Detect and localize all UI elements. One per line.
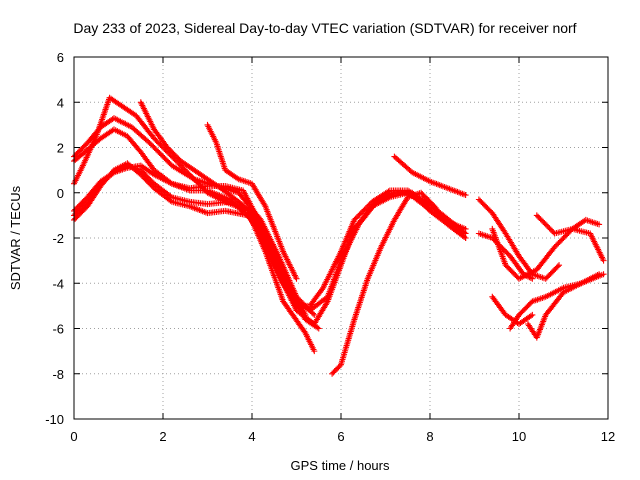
y-tick-label: -10 bbox=[45, 412, 64, 427]
y-tick-label: -4 bbox=[52, 276, 64, 291]
x-tick-label: 4 bbox=[248, 429, 255, 444]
x-tick-label: 12 bbox=[601, 429, 615, 444]
data-point-markers bbox=[391, 153, 469, 199]
x-tick-label: 8 bbox=[426, 429, 433, 444]
y-tick-label: 4 bbox=[57, 95, 64, 110]
y-axis-label: SDTVAR / TECUs bbox=[8, 185, 23, 290]
axis-ticks: 0 2 4 6 8 10 12 -10 -8 -6 -4 -2 0 2 4 6 bbox=[45, 50, 615, 444]
y-tick-label: -8 bbox=[52, 367, 64, 382]
data-series bbox=[204, 121, 300, 282]
data-series bbox=[524, 271, 607, 341]
data-point-markers bbox=[475, 230, 536, 282]
x-tick-label: 0 bbox=[70, 429, 77, 444]
y-tick-label: -6 bbox=[52, 322, 64, 337]
data-series bbox=[391, 153, 469, 199]
x-tick-label: 6 bbox=[337, 429, 344, 444]
data-series bbox=[533, 212, 607, 264]
data-series bbox=[489, 293, 536, 327]
x-tick-label: 10 bbox=[512, 429, 526, 444]
x-axis-label: GPS time / hours bbox=[291, 458, 390, 473]
data-series bbox=[475, 230, 536, 282]
x-tick-label: 2 bbox=[159, 429, 166, 444]
data-point-markers bbox=[489, 293, 536, 327]
y-tick-label: -2 bbox=[52, 231, 64, 246]
data-point-markers bbox=[475, 196, 563, 282]
data-point-markers bbox=[137, 99, 309, 318]
data-series bbox=[475, 196, 563, 282]
y-tick-label: 0 bbox=[57, 186, 64, 201]
y-tick-label: 6 bbox=[57, 50, 64, 65]
y-tick-label: 2 bbox=[57, 141, 64, 156]
data-marks bbox=[71, 94, 607, 377]
data-series bbox=[329, 189, 469, 377]
data-point-markers bbox=[204, 121, 300, 282]
data-point-markers bbox=[329, 189, 469, 377]
data-point-markers bbox=[524, 271, 607, 341]
data-point-markers bbox=[533, 212, 607, 264]
data-series bbox=[137, 99, 309, 318]
chart-title: Day 233 of 2023, Sidereal Day-to-day VTE… bbox=[73, 20, 576, 36]
